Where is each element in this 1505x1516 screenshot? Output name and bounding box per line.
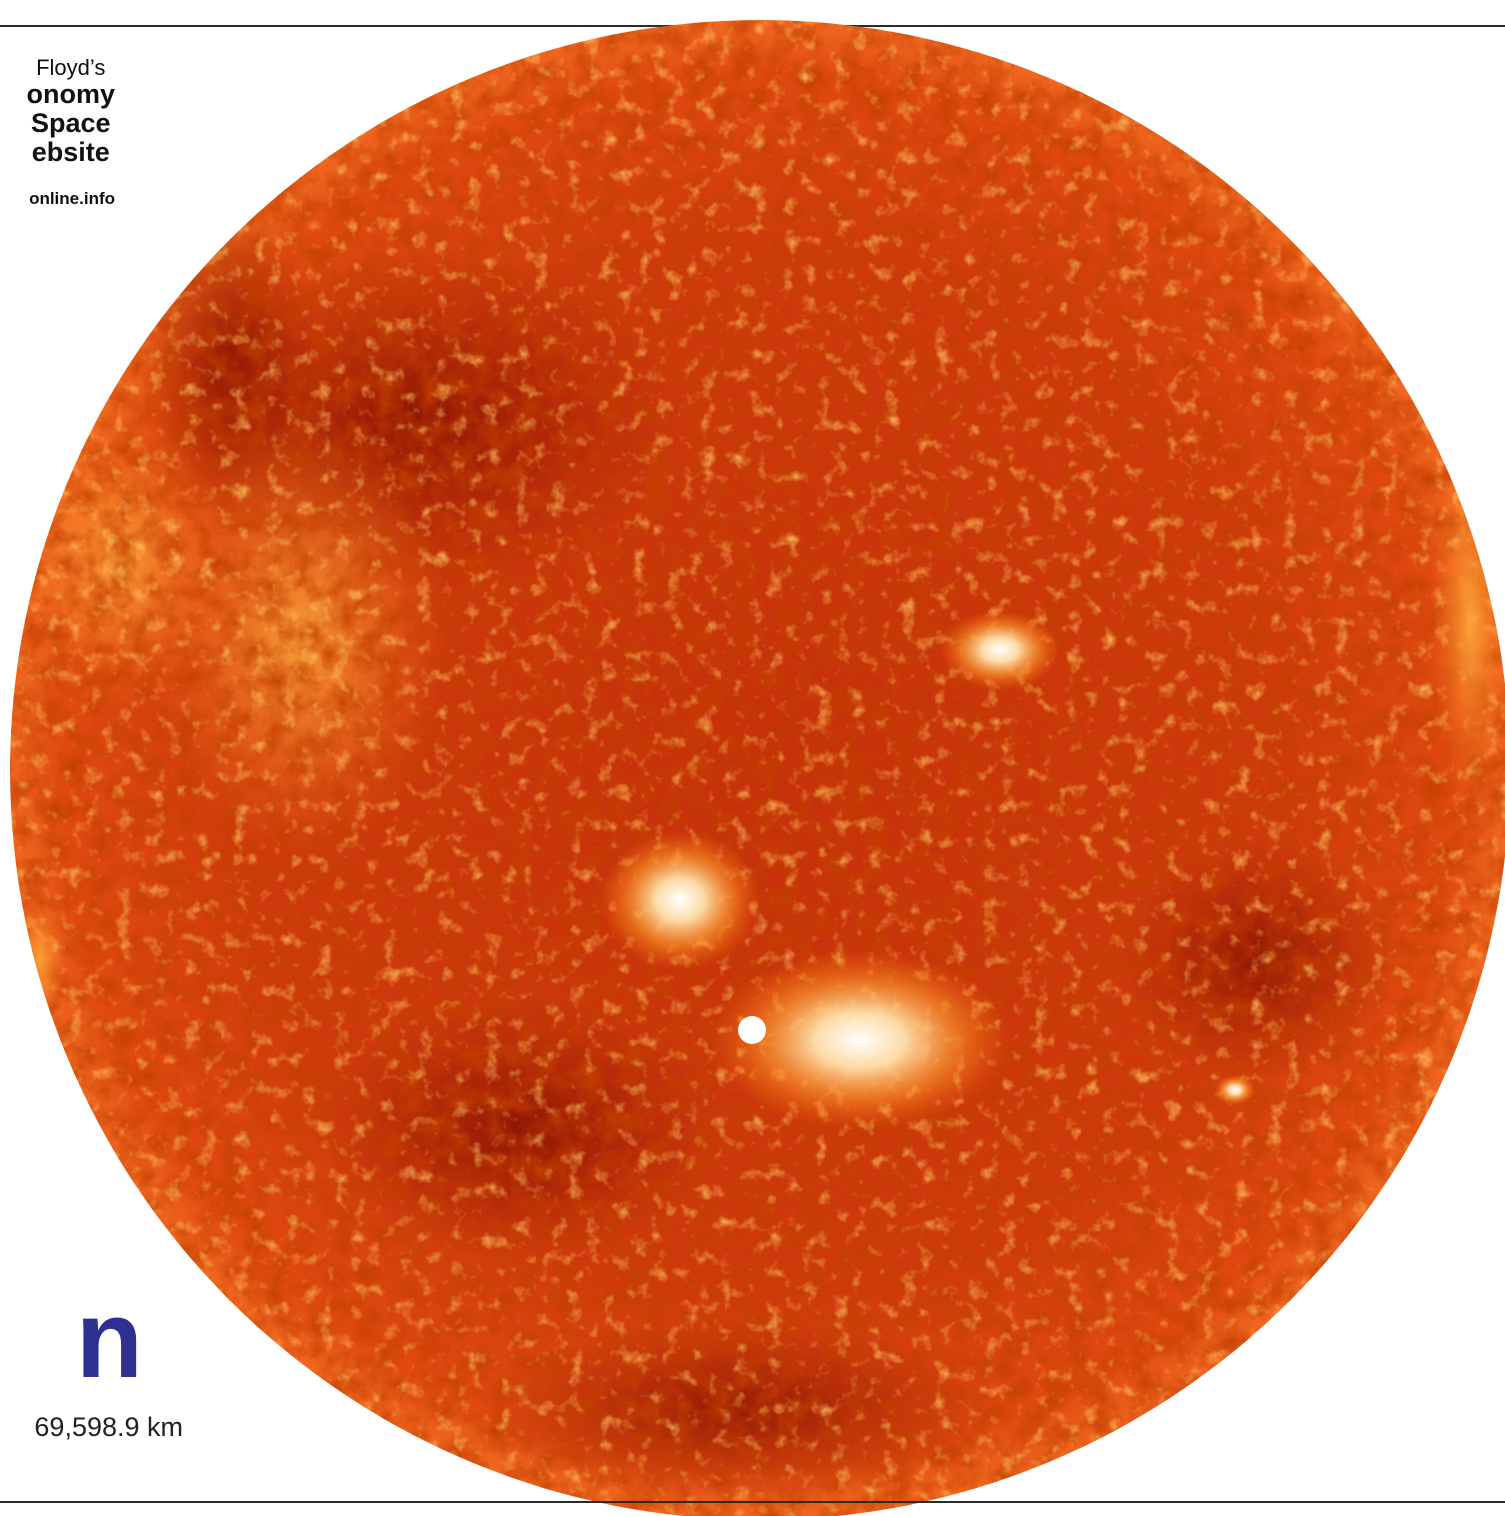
site-credit: Floyd’s onomy Space ebsite online.info	[26, 56, 115, 209]
credit-site-url: online.info	[29, 189, 115, 208]
radius-label: 69,598.9 km	[34, 1412, 183, 1442]
credit-site-line-1: onomy	[26, 79, 115, 109]
credit-author: Floyd’s	[36, 55, 106, 80]
credit-site-line-3: ebsite	[31, 137, 110, 167]
bottom-border-line	[0, 1501, 1505, 1503]
page-title: n	[75, 1278, 143, 1401]
credit-site-line-2: Space	[30, 108, 111, 138]
